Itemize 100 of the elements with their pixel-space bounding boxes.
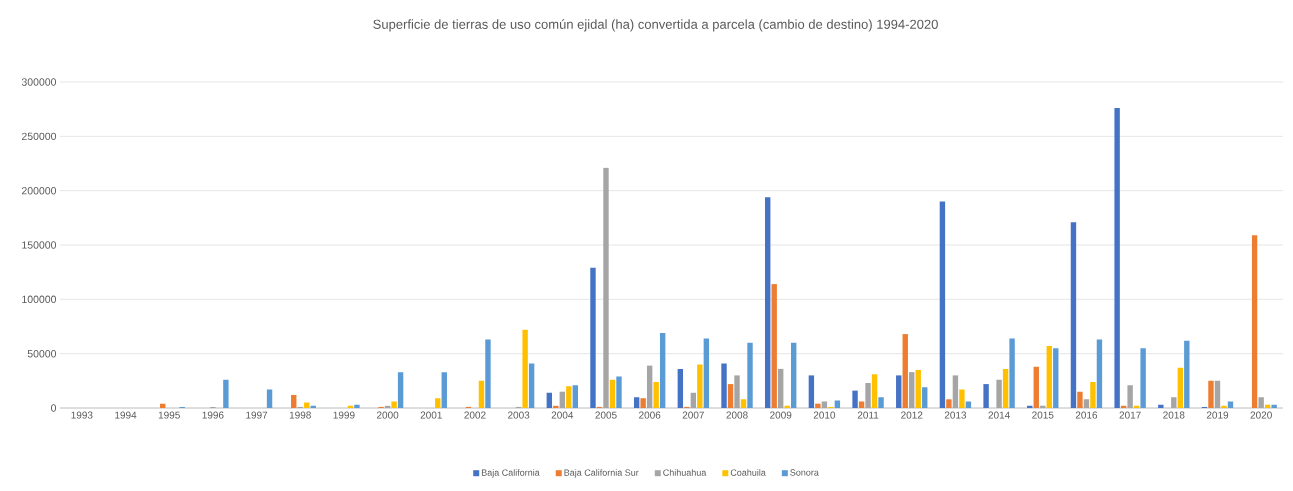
bar <box>1271 404 1277 408</box>
y-tick-label: 100000 <box>22 295 57 304</box>
legend-label: Chihuahua <box>663 469 707 476</box>
bar <box>1251 235 1258 408</box>
chart-title: Superficie de tierras de uso común ejidal (ha) convertida a parcela (cambio de destino) 1994-2020 <box>373 19 938 32</box>
x-tick-label: 2018 <box>1163 411 1185 419</box>
bar <box>878 397 884 408</box>
bar <box>223 379 229 408</box>
x-tick-label: 2010 <box>813 411 836 419</box>
x-tick-label: 2007 <box>682 411 704 419</box>
bar <box>922 387 928 408</box>
bar <box>771 284 777 408</box>
bar <box>391 401 397 408</box>
bar <box>808 375 815 408</box>
bar <box>909 372 915 408</box>
bar <box>1171 397 1177 408</box>
x-tick-label: 2006 <box>639 411 661 419</box>
bar <box>734 375 740 408</box>
bar <box>603 167 609 408</box>
bar <box>1083 399 1090 408</box>
bar <box>791 342 797 408</box>
bar <box>959 389 965 408</box>
bar <box>546 392 553 408</box>
legend-label: Baja California <box>481 469 540 478</box>
bar <box>983 384 989 408</box>
bar <box>441 372 447 408</box>
x-tick-label: 1998 <box>289 411 311 419</box>
bar <box>703 338 710 408</box>
bar <box>690 392 697 408</box>
x-tick-label: 1993 <box>71 411 93 419</box>
bar <box>727 384 734 408</box>
x-tick-label: 1995 <box>158 411 180 419</box>
y-tick-label: 250000 <box>21 132 57 141</box>
x-tick-label: 2003 <box>508 411 530 419</box>
bar <box>721 363 727 408</box>
bar <box>646 365 653 408</box>
bar <box>528 363 535 408</box>
x-tick-label: 2019 <box>1206 411 1229 419</box>
bar <box>1140 348 1146 408</box>
bar <box>572 385 579 408</box>
bar <box>821 401 828 408</box>
bar <box>590 267 596 408</box>
bar <box>815 403 821 408</box>
bar <box>566 386 572 408</box>
bar <box>559 391 566 408</box>
bar <box>834 400 841 408</box>
x-tick-label: 2009 <box>770 411 792 419</box>
y-tick-label: 300000 <box>21 78 57 86</box>
y-tick-label: 0 <box>51 404 57 412</box>
y-tick-label: 50000 <box>27 349 57 358</box>
bar <box>915 369 921 408</box>
x-tick-label: 2004 <box>551 411 574 419</box>
bar <box>435 398 441 408</box>
x-tick-label: 2015 <box>1032 411 1054 419</box>
bar <box>616 376 622 408</box>
bar <box>1002 368 1009 408</box>
legend-label: Baja California Sur <box>564 469 639 478</box>
x-tick-label: 2011 <box>857 411 879 419</box>
bar <box>633 397 640 408</box>
bar <box>858 401 865 408</box>
bar <box>902 334 908 408</box>
bar <box>765 197 771 408</box>
x-tick-label: 2017 <box>1119 411 1141 419</box>
bar <box>1127 385 1133 408</box>
bar <box>1053 348 1059 408</box>
bar <box>1221 405 1227 408</box>
x-tick-label: 2001 <box>420 411 442 419</box>
bar <box>478 380 485 408</box>
bar <box>965 401 972 408</box>
bar <box>1114 108 1120 408</box>
x-tick-label: 2014 <box>988 411 1010 419</box>
legend-label: Sonora <box>790 469 819 476</box>
bar <box>939 201 946 408</box>
bar <box>1184 340 1190 408</box>
bar <box>1208 380 1214 408</box>
bar <box>1033 366 1039 408</box>
bar <box>485 339 491 408</box>
bar <box>1227 401 1234 408</box>
bar <box>865 383 871 408</box>
bar <box>1177 367 1183 408</box>
bar <box>1258 397 1264 408</box>
bar <box>1214 380 1221 408</box>
legend-label: Coahuila <box>730 469 766 476</box>
x-tick-label: 2000 <box>376 411 399 419</box>
x-tick-label: 2012 <box>901 411 923 419</box>
x-tick-label: 2013 <box>944 411 967 419</box>
y-tick-label: 150000 <box>22 241 57 249</box>
x-tick-label: 2002 <box>464 411 486 419</box>
x-tick-label: 1996 <box>202 411 224 419</box>
bar <box>778 368 784 408</box>
x-tick-label: 1999 <box>333 411 355 419</box>
bar <box>697 364 703 408</box>
bar <box>1158 404 1164 408</box>
bar <box>397 372 404 408</box>
bar <box>871 374 878 408</box>
bar <box>1070 222 1077 408</box>
bar <box>952 375 959 408</box>
x-tick-label: 2005 <box>595 411 617 419</box>
bar <box>266 389 273 408</box>
y-tick-label: 200000 <box>21 186 57 195</box>
